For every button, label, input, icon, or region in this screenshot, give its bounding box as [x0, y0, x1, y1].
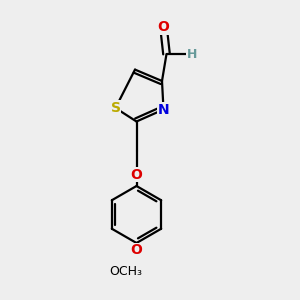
Text: H: H [187, 47, 197, 61]
Text: N: N [158, 103, 169, 116]
Text: OCH₃: OCH₃ [110, 265, 142, 278]
Text: O: O [158, 20, 169, 34]
Text: O: O [130, 168, 142, 182]
Text: S: S [110, 101, 121, 115]
Text: O: O [130, 244, 142, 257]
